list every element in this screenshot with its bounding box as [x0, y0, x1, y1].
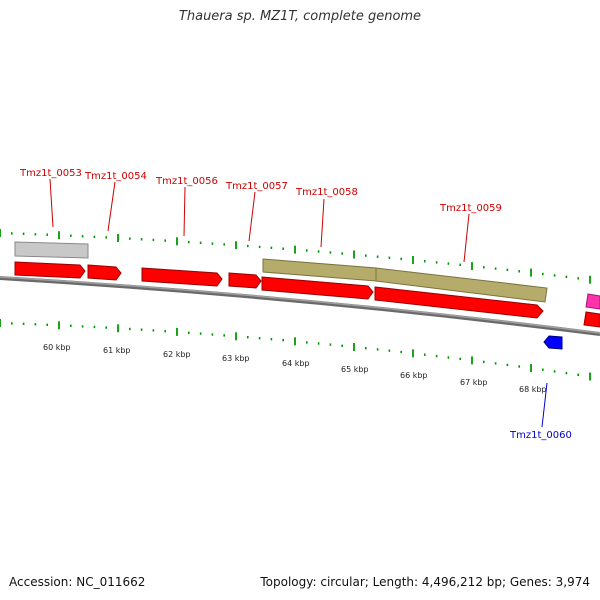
gene-blue[interactable] [543, 335, 563, 350]
gene-red-3[interactable] [141, 267, 223, 287]
gene-label-tmz1t-0059[interactable]: Tmz1t_0059 [439, 203, 502, 214]
genome-backbone-highlight [0, 276, 600, 334]
genome-summary-text: Topology: circular; Length: 4,496,212 bp… [260, 575, 590, 589]
gene-pink[interactable] [585, 293, 600, 310]
scale-label-65kbp: 65 kbp [341, 365, 369, 374]
gene-red-6[interactable] [374, 286, 544, 319]
gene-label-tmz1t-0060[interactable]: Tmz1t_0060 [509, 430, 572, 441]
scale-label-62kbp: 62 kbp [163, 350, 191, 359]
scale-label-68kbp: 68 kbp [519, 385, 547, 394]
gene-label-tmz1t-0057[interactable]: Tmz1t_0057 [225, 181, 288, 192]
scale-label-60kbp: 60 kbp [43, 343, 71, 352]
page-title: Thauera sp. MZ1T, complete genome [178, 9, 422, 24]
callout-line-0054 [107, 181, 116, 232]
gene-grey[interactable] [14, 241, 89, 259]
scale-label-64kbp: 64 kbp [282, 359, 310, 368]
callout-line-0053 [49, 178, 54, 228]
scale-label-63kbp: 63 kbp [222, 354, 250, 363]
gene-label-tmz1t-0053[interactable]: Tmz1t_0053 [19, 168, 82, 179]
gene-olive-2[interactable] [375, 267, 548, 303]
gene-red-1[interactable] [14, 261, 86, 279]
gene-label-tmz1t-0058[interactable]: Tmz1t_0058 [295, 187, 358, 198]
upper-tick-row [0, 229, 591, 284]
callout-line-0058 [320, 198, 325, 248]
genome-backbone [0, 276, 600, 336]
accession-text: Accession: NC_011662 [9, 575, 146, 589]
lower-tick-row [0, 319, 591, 381]
callout-line-0056 [183, 186, 186, 237]
callout-line-0057 [248, 191, 256, 242]
gene-red-4[interactable] [228, 272, 262, 289]
scale-label-67kbp: 67 kbp [460, 378, 488, 387]
callout-line-0060 [541, 382, 548, 428]
scale-label-66kbp: 66 kbp [400, 371, 428, 380]
gene-label-tmz1t-0056[interactable]: Tmz1t_0056 [155, 176, 218, 187]
callout-line-0059 [463, 213, 470, 263]
gene-label-tmz1t-0054[interactable]: Tmz1t_0054 [84, 171, 147, 182]
gene-red-7[interactable] [583, 311, 600, 328]
gene-red-2[interactable] [87, 264, 122, 281]
gene-olive-1[interactable] [262, 258, 377, 282]
gene-red-5[interactable] [261, 276, 374, 300]
scale-label-61kbp: 61 kbp [103, 346, 131, 355]
